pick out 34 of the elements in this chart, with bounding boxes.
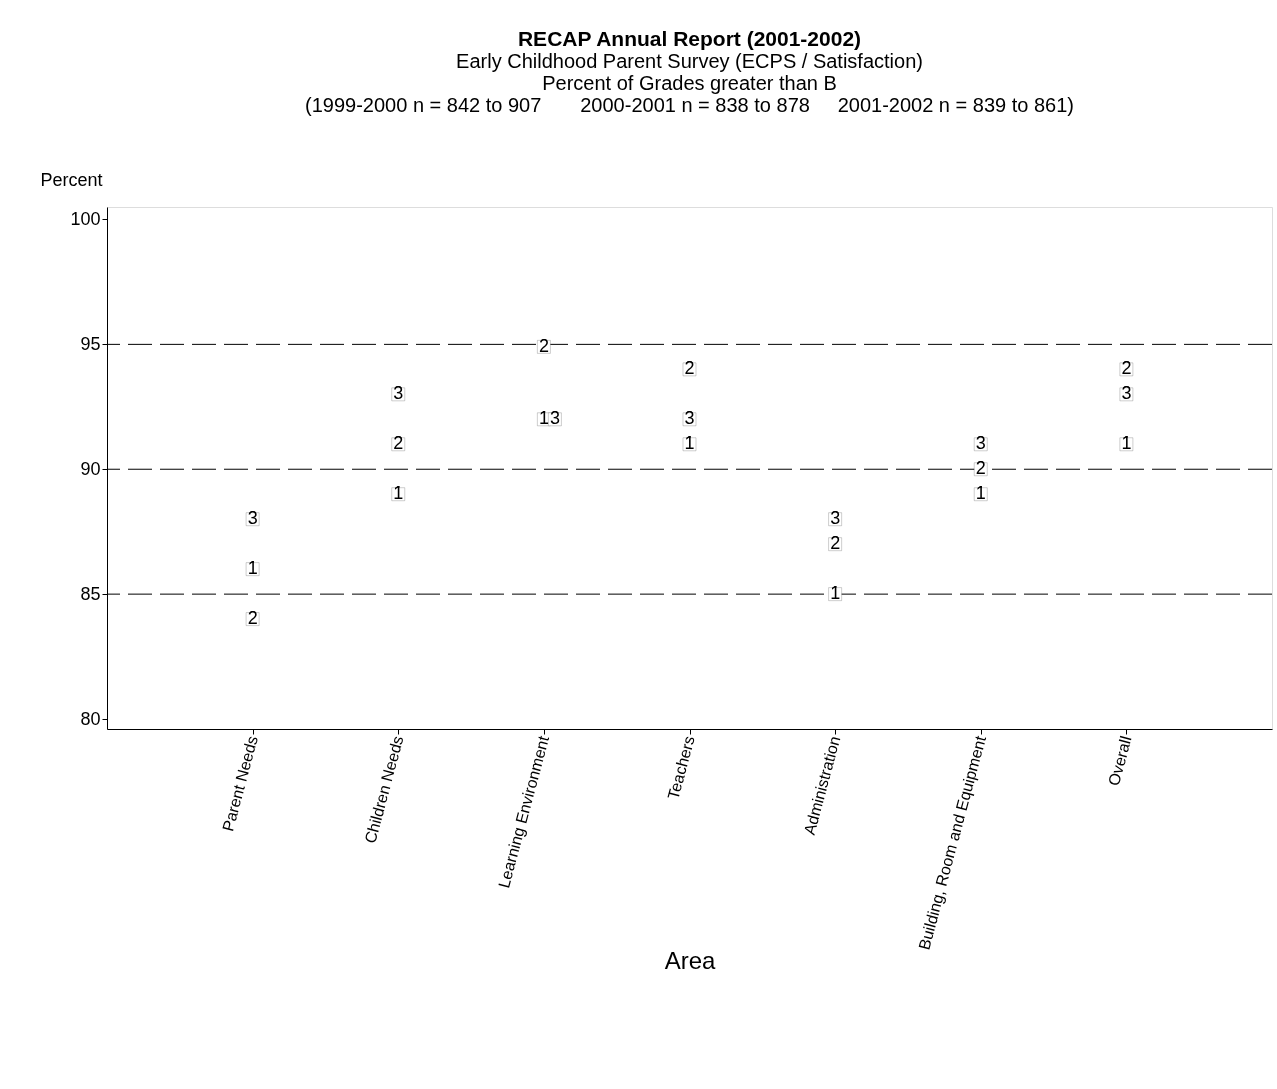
text: 2 [538, 335, 549, 356]
series-label: 2 [247, 608, 258, 629]
y-tick-label: 95 [80, 333, 101, 354]
x-tick-label: Parent Needs [219, 734, 261, 834]
text: 1 [393, 483, 404, 504]
text: 3 [549, 408, 560, 429]
text: 3 [684, 408, 695, 429]
text: 2 [684, 358, 695, 379]
series-label: 3 [247, 508, 258, 529]
x-tick-label: Children Needs [361, 734, 407, 846]
x-axis-title: Area [664, 946, 716, 974]
text: 2 [830, 533, 841, 554]
x-tick-label: Teachers [664, 734, 698, 802]
text: 1 [684, 433, 695, 454]
y-axis-title: Percent [40, 169, 103, 190]
y-tick-label: 85 [80, 583, 101, 604]
text: 3 [1121, 383, 1132, 404]
y-tick-label: 90 [80, 458, 101, 479]
y-tick-label: 100 [70, 208, 101, 229]
x-tick-label: Overall [1105, 734, 1135, 788]
chart-subtitle: Early Childhood Parent Survey (ECPS / Satisfaction) Percent of Grades greater than B (1999-2000 n = 842 to 907 2000-2001 n = 838 to 878 2001-2002 n = 839 to 861) [305, 50, 1074, 116]
text: 3 [830, 508, 841, 529]
text: 1 [975, 483, 986, 504]
chart-title: RECAP Annual Report (2001-2002) [517, 27, 862, 50]
text: 1 [1121, 433, 1132, 454]
text: 3 [975, 433, 986, 454]
text: 1 [538, 408, 549, 429]
y-tick-label: 80 [80, 708, 101, 729]
text: 2 [1121, 358, 1132, 379]
text: 2 [975, 458, 986, 479]
text: 1 [830, 583, 841, 604]
text: 2 [393, 433, 404, 454]
text: 3 [393, 383, 404, 404]
series-label: 1 [247, 558, 258, 579]
